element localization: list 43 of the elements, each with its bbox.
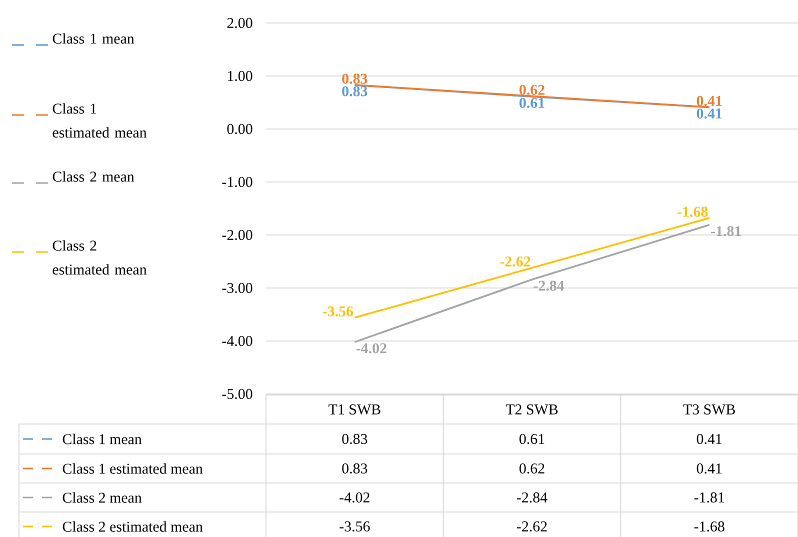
y-tick-label: -4.00 [222,336,252,346]
y-tick-label: -3.00 [222,282,252,294]
data-label: 0.83 [342,463,368,474]
y-tick-label: -1.00 [222,176,252,188]
data-label: 0.41 [696,463,722,474]
text: -1.81 [711,226,741,236]
y-tick-label: 1.00 [228,70,252,82]
text: Class 2 mean [62,492,142,503]
legend-label: Class 2 mean [52,171,134,182]
data-label: -4.02 [340,492,370,503]
legend-label: Class 1 estimated mean [52,103,147,138]
y-tick-label: -5.00 [222,388,252,400]
legend-label: Class 2 estimated mean [52,240,147,275]
text: 0.41 [696,96,722,106]
text: Class 2 estimated mean [62,521,203,532]
text: -4.02 [356,343,386,354]
x-tick-label: T3 SWB [683,404,735,415]
y-tick-label: 2.00 [227,18,252,28]
data-label: 0.62 [519,463,544,474]
data-label: -1.81 [694,492,724,503]
text: Class 1 mean [62,434,142,444]
legend-label: Class 1 mean [52,33,134,44]
text: 0.62 [519,84,544,95]
text: 0.61 [519,98,544,108]
data-label: 0.61 [519,434,544,444]
data-label: -1.68 [694,521,724,532]
data-label: -2.84 [516,492,548,503]
text: 0.41 [696,108,722,119]
data-label: 0.41 [696,434,722,444]
text: 0.83 [342,86,368,96]
text: Class 1 estimated mean [62,463,203,474]
y-tick-label: 0.00 [227,124,252,134]
data-label: 0.83 [342,434,368,444]
text: 0.83 [342,74,368,84]
text: -3.56 [322,306,354,316]
y-tick-label: -2.00 [222,230,252,240]
data-label: -2.62 [516,521,547,532]
text: -1.68 [678,206,708,217]
x-tick-label: T2 SWB [506,404,558,415]
x-tick-label: T1 SWB [328,404,380,415]
data-label: -3.56 [340,521,370,532]
text: -2.62 [500,256,530,267]
text: -2.84 [534,280,564,291]
